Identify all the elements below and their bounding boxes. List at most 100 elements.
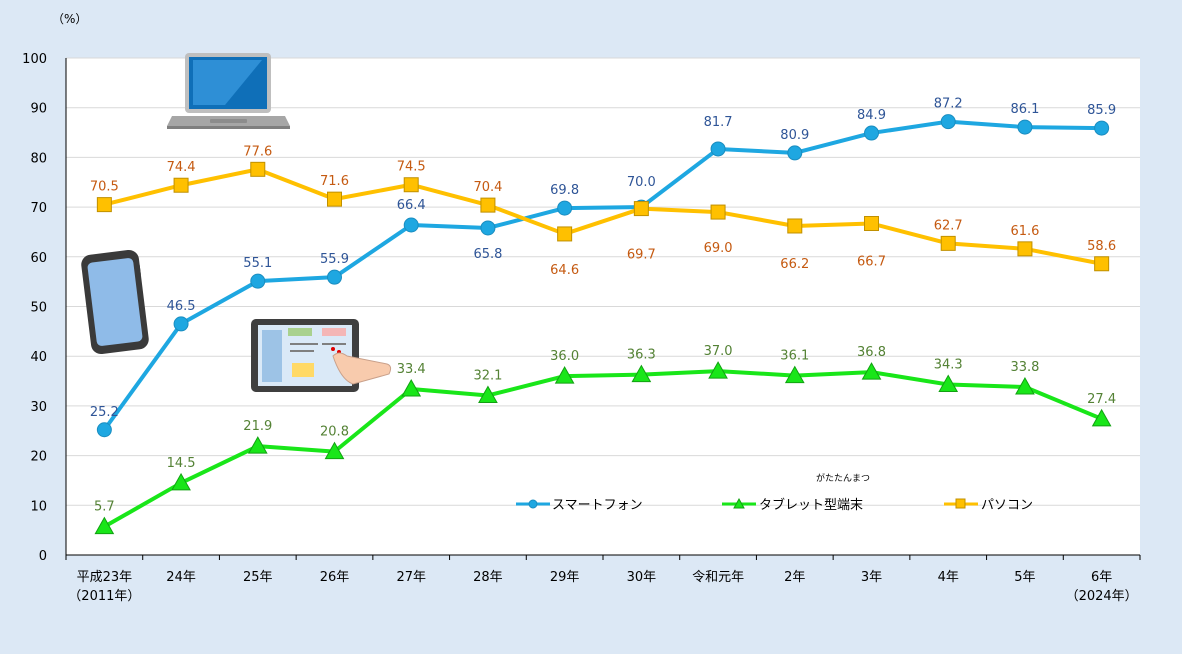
legend-item-tablet: タブレット型端末: [722, 497, 863, 513]
data-point: [864, 125, 879, 141]
data-label: 33.4: [397, 362, 426, 377]
data-label: 66.4: [397, 198, 426, 213]
data-point: [557, 226, 573, 242]
data-point: [1094, 256, 1110, 272]
data-point: [710, 204, 726, 220]
data-point: [633, 201, 649, 217]
x-tick-label: 28年: [473, 570, 503, 585]
data-point: [554, 366, 575, 384]
y-unit-label: （%）: [52, 12, 87, 26]
data-point: [324, 441, 345, 460]
data-label: 80.9: [780, 128, 809, 143]
data-label: 46.5: [167, 299, 196, 314]
data-label: 84.9: [857, 108, 886, 123]
data-point: [480, 197, 496, 213]
data-label: 36.8: [857, 345, 886, 360]
data-point: [631, 364, 652, 383]
data-point: [787, 145, 803, 161]
data-point: [247, 436, 268, 454]
laptop-icon: [167, 53, 290, 129]
series-line: [103, 167, 1103, 266]
y-tick-label: 80: [30, 151, 47, 166]
x-tick-label: 4年: [938, 570, 959, 585]
data-label: 86.1: [1010, 102, 1039, 117]
data-point: [1015, 376, 1035, 395]
data-label: 58.6: [1087, 239, 1116, 254]
data-label: 66.2: [780, 257, 809, 272]
series-triangle: [94, 361, 1112, 535]
legend-item-pc: パソコン: [944, 498, 1033, 513]
data-point: [96, 422, 112, 438]
data-label: 71.6: [320, 174, 349, 189]
axes: （%） 0 10 20 30 40 50 60 70 80 90 100: [22, 12, 1141, 564]
data-label: 69.8: [550, 183, 579, 198]
data-point: [250, 273, 266, 289]
data-point: [557, 200, 573, 216]
data-label: 5.7: [94, 500, 115, 515]
x-tick-label: 6年: [1091, 570, 1112, 585]
data-label: 36.3: [627, 348, 656, 363]
data-label: 55.9: [320, 252, 349, 267]
data-label: 34.3: [934, 358, 963, 373]
data-point: [173, 316, 189, 332]
x-tick-label: 29年: [550, 570, 580, 585]
data-label: 55.1: [243, 256, 272, 271]
data-label: 74.4: [167, 160, 196, 175]
x-tick-label: 26年: [320, 570, 350, 585]
data-point: [478, 385, 498, 403]
data-point: [96, 197, 112, 213]
data-point: [1017, 241, 1033, 257]
data-point: [94, 516, 115, 535]
tablet-icon: [251, 319, 392, 392]
data-point: [403, 177, 419, 193]
data-point: [940, 114, 956, 130]
data-label: 70.4: [473, 180, 502, 195]
x-tick-sublabel: （2011年）: [68, 589, 140, 604]
data-label: 64.6: [550, 263, 579, 278]
x-axis-labels: 平成23年 （2011年） 24年 25年 26年 27年 28年 29年 30年 令和元年 2年 3…: [68, 570, 1137, 604]
data-point: [173, 177, 189, 193]
data-label: 69.0: [704, 241, 733, 256]
data-point: [787, 218, 803, 234]
series-square: [96, 161, 1110, 272]
data-label: 81.7: [704, 115, 733, 130]
data-label: 87.2: [934, 97, 963, 112]
data-point: [327, 269, 342, 285]
y-tick-label: 20: [30, 450, 47, 465]
series-line: [102, 119, 1102, 431]
y-tick-label: 50: [30, 301, 47, 316]
data-point: [710, 141, 726, 157]
y-tick-label: 30: [30, 400, 47, 415]
data-label: 65.8: [473, 247, 502, 262]
data-point: [861, 362, 882, 380]
y-tick-label: 40: [30, 350, 47, 365]
y-tick-label: 60: [30, 251, 47, 266]
data-point: [327, 191, 342, 207]
data-point: [480, 220, 496, 236]
smartphone-icon: [81, 249, 149, 355]
x-tick-sublabel: （2024年）: [1066, 589, 1138, 604]
data-label: 20.8: [320, 425, 349, 440]
legend: がたたんまつ スマートフォン タブレット型端末 パソコン: [516, 472, 1033, 513]
data-label: 70.5: [90, 180, 119, 195]
x-tick-label: 24年: [166, 570, 196, 585]
data-label: 77.6: [243, 144, 272, 159]
data-label: 37.0: [704, 344, 733, 359]
y-tick-label: 100: [22, 52, 47, 67]
legend-label-smartphone: スマートフォン: [552, 498, 643, 513]
data-label: 32.1: [473, 368, 502, 383]
data-point: [401, 378, 422, 397]
x-tick-label: 3年: [861, 570, 882, 585]
y-tick-label: 0: [39, 549, 47, 564]
data-point: [250, 161, 266, 177]
data-label: 85.9: [1087, 103, 1116, 118]
data-label: 14.5: [167, 456, 196, 471]
data-point: [1094, 120, 1110, 136]
data-label: 69.7: [627, 248, 656, 263]
data-label: 62.7: [934, 218, 963, 233]
x-tick-label: 5年: [1014, 570, 1035, 585]
y-tick-label: 70: [30, 201, 47, 216]
x-tick-label: 2年: [784, 570, 805, 585]
data-label: 36.0: [550, 349, 579, 364]
